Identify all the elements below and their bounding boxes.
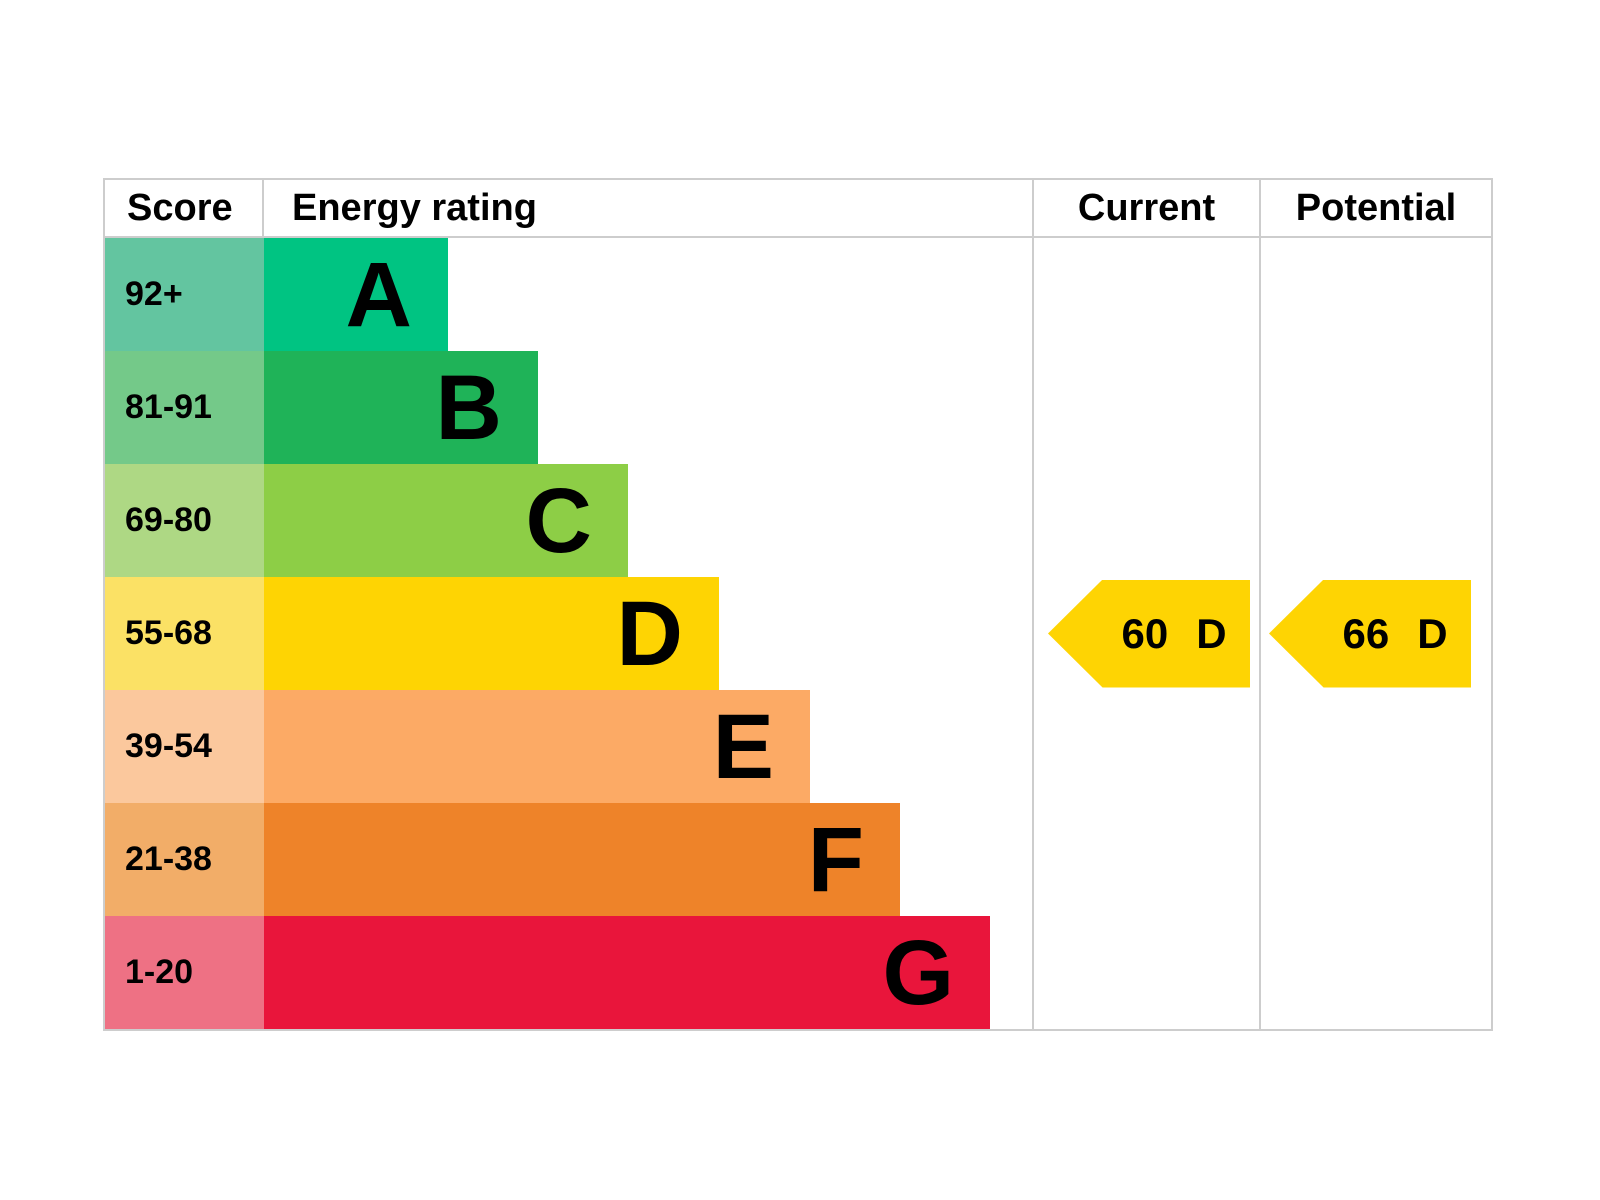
current-band-letter: D [1196,609,1227,657]
band-letter: D [616,582,683,685]
band-bar: C [264,464,628,577]
band-bar: G [264,916,990,1029]
bar-area: E [264,690,1032,803]
header-score: Score [105,180,264,238]
current-cell [1032,351,1259,464]
score-range-cell: 1-20 [105,916,264,1029]
band-row-d: 55-68 D 60 D 66 D [105,577,1491,690]
band-bar: E [264,690,810,803]
score-range-cell: 21-38 [105,803,264,916]
potential-cell [1259,803,1491,916]
band-row-a: 92+ A [105,238,1491,351]
current-cell [1032,690,1259,803]
potential-cell [1259,690,1491,803]
current-score: 60 [1121,609,1169,657]
score-range-cell: 55-68 [105,577,264,690]
header-potential: Potential [1259,180,1491,238]
band-letter: C [525,469,592,572]
potential-cell [1259,238,1491,351]
band-row-e: 39-54 E [105,690,1491,803]
header-current: Current [1032,180,1259,238]
potential-cell [1259,916,1491,1029]
bar-area: G [264,916,1032,1029]
potential-band-letter: D [1417,609,1448,657]
potential-cell [1259,464,1491,577]
band-letter: A [345,243,412,346]
band-row-b: 81-91 B [105,351,1491,464]
bar-area: A [264,238,1032,351]
bar-area: B [264,351,1032,464]
table-header-row: Score Energy rating Current Potential [105,180,1491,238]
bar-area: F [264,803,1032,916]
band-letter: F [807,808,864,911]
band-bar: A [264,238,448,351]
potential-score: 66 [1342,609,1390,657]
score-range-cell: 92+ [105,238,264,351]
potential-cell: 66 D [1259,577,1491,690]
potential-cell [1259,351,1491,464]
current-cell [1032,238,1259,351]
score-range-cell: 39-54 [105,690,264,803]
bar-area: C [264,464,1032,577]
score-range-cell: 81-91 [105,351,264,464]
band-letter: B [435,356,502,459]
potential-arrow: 66 D [1269,579,1471,688]
band-bar: D [264,577,719,690]
band-letter: E [712,695,774,798]
current-cell [1032,803,1259,916]
current-cell [1032,916,1259,1029]
band-row-g: 1-20 G [105,916,1491,1029]
band-bar: B [264,351,538,464]
band-row-f: 21-38 F [105,803,1491,916]
bar-area: D [264,577,1032,690]
current-cell [1032,464,1259,577]
current-cell: 60 D [1032,577,1259,690]
score-range-cell: 69-80 [105,464,264,577]
band-bar: F [264,803,900,916]
epc-rating-chart: Score Energy rating Current Potential 92… [103,178,1493,1031]
band-letter: G [882,921,954,1024]
current-arrow: 60 D [1048,579,1250,688]
header-energy-rating: Energy rating [264,180,1032,238]
band-row-c: 69-80 C [105,464,1491,577]
